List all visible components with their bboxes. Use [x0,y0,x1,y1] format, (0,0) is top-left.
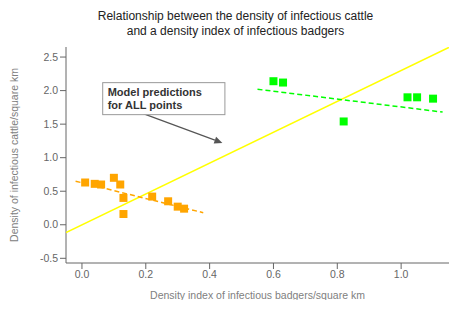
svg-text:0.8: 0.8 [330,268,345,280]
svg-text:0.2: 0.2 [138,268,153,280]
svg-text:0.4: 0.4 [202,268,217,280]
html-text:Relationship between the densi: Relationship between the density of infe… [97,9,374,23]
svg-text:-0.5: -0.5 [40,252,58,264]
svg-text:Model predictionsfor ALL point: Model predictionsfor ALL points [108,86,202,111]
svg-text:0.0: 0.0 [43,218,58,230]
svg-text:1.0: 1.0 [394,268,409,280]
svg-text:2.5: 2.5 [43,51,58,63]
svg-text:Density index of infectious ba: Density index of infectious badgers/squa… [150,289,365,301]
svg-text:1.5: 1.5 [43,118,58,130]
svg-text:2.0: 2.0 [43,84,58,96]
svg-text:0.5: 0.5 [43,185,58,197]
html-text:and a density index of infecti: and a density index of infectious badger… [126,24,345,38]
svg-text:0.0: 0.0 [75,268,90,280]
svg-text:Density of infectious cattle/s: Density of infectious cattle/square km [8,68,20,242]
svg-text:0.6: 0.6 [266,268,281,280]
svg-text:1.0: 1.0 [43,151,58,163]
